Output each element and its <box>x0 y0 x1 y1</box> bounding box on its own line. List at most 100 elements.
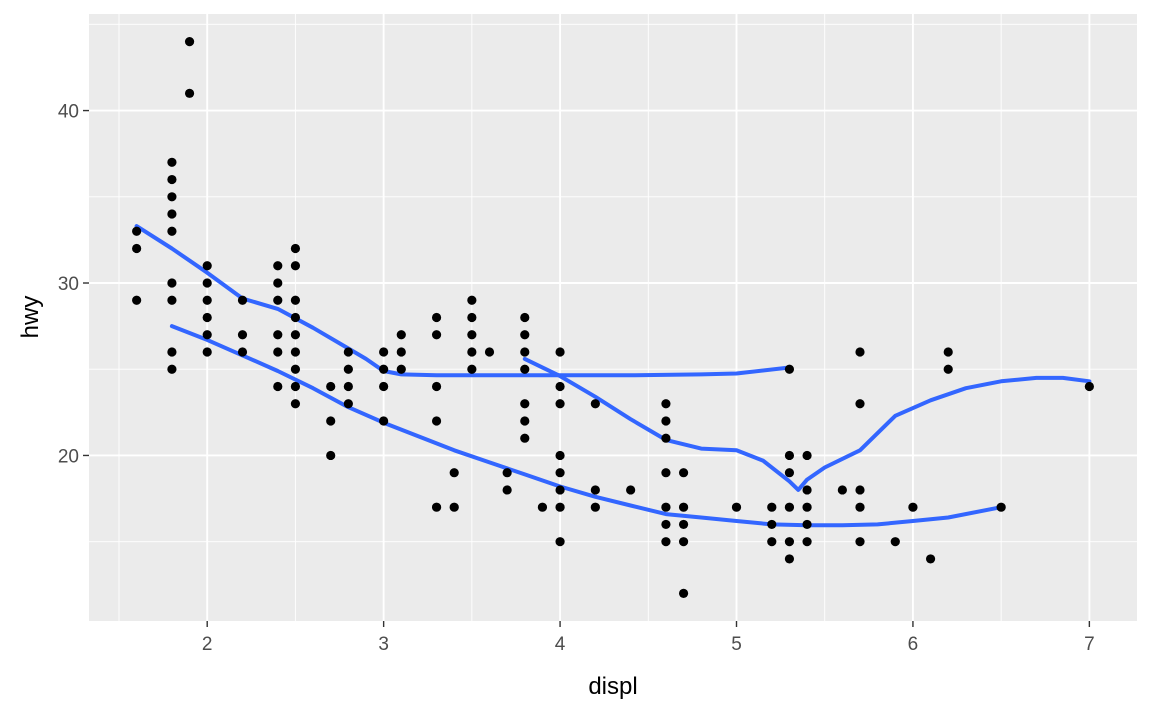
data-point <box>326 450 336 461</box>
data-point <box>467 347 477 357</box>
data-point <box>802 537 812 547</box>
data-point <box>996 502 1006 512</box>
data-point <box>943 347 953 357</box>
data-point <box>467 295 477 305</box>
y-tick-label: 40 <box>58 102 79 123</box>
y-tick-label: 20 <box>58 446 79 467</box>
data-point <box>273 278 283 288</box>
data-point <box>290 330 301 340</box>
data-point <box>555 502 565 512</box>
data-point <box>678 519 689 530</box>
data-point <box>273 381 283 392</box>
data-point <box>520 312 530 323</box>
data-point <box>784 502 795 512</box>
data-point <box>202 295 212 305</box>
data-point <box>678 468 689 478</box>
data-point <box>184 36 195 47</box>
data-point <box>767 519 777 530</box>
data-point <box>855 537 865 547</box>
y-axis-title: hwy <box>17 296 44 339</box>
data-points <box>132 36 1094 599</box>
data-point <box>273 261 283 271</box>
data-point <box>784 468 795 478</box>
data-point <box>431 312 442 323</box>
data-point <box>802 502 812 512</box>
data-point <box>520 330 530 340</box>
data-point <box>555 468 565 478</box>
data-point <box>837 485 847 495</box>
data-point <box>237 347 248 357</box>
data-point <box>396 364 406 374</box>
data-point <box>467 364 477 374</box>
smooth-line-1 <box>169 324 1004 528</box>
data-point <box>802 450 812 461</box>
data-point <box>467 312 477 323</box>
data-point <box>502 468 512 478</box>
data-point <box>290 312 301 323</box>
data-point <box>661 519 671 530</box>
data-point <box>731 502 742 512</box>
data-point <box>273 347 283 357</box>
data-point <box>273 295 283 305</box>
data-point <box>449 502 459 512</box>
data-point <box>343 364 353 374</box>
data-point <box>431 381 442 392</box>
data-point <box>626 485 636 495</box>
data-point <box>273 330 283 340</box>
data-point <box>661 502 671 512</box>
x-axis: 2 3 4 5 6 7 <box>202 621 1095 655</box>
y-axis: 20 30 40 <box>58 102 89 467</box>
x-tick-label: 4 <box>555 634 566 655</box>
data-point <box>202 330 212 340</box>
data-point <box>802 485 812 495</box>
data-point <box>379 364 389 374</box>
data-point <box>202 261 212 271</box>
x-tick-label: 7 <box>1084 634 1095 655</box>
data-point <box>467 330 477 340</box>
data-point <box>855 399 865 409</box>
data-point <box>326 416 336 426</box>
data-point <box>784 450 795 461</box>
data-point <box>590 399 600 409</box>
data-point <box>855 347 865 357</box>
data-point <box>132 295 142 305</box>
data-point <box>202 312 212 323</box>
data-point <box>290 243 301 254</box>
data-point <box>520 433 530 443</box>
data-point <box>379 416 389 426</box>
data-point <box>661 416 671 426</box>
x-tick-label: 2 <box>202 634 213 655</box>
data-point <box>678 537 689 547</box>
data-point <box>661 468 671 478</box>
data-point <box>855 485 865 495</box>
data-point <box>537 502 548 512</box>
data-point <box>555 399 565 409</box>
data-point <box>396 347 406 357</box>
data-point <box>555 537 565 547</box>
data-point <box>925 554 936 564</box>
data-point <box>379 381 389 392</box>
smooth-line-3 <box>522 356 1092 492</box>
data-point <box>167 226 177 236</box>
data-point <box>290 261 301 271</box>
plot-panel <box>89 14 1137 621</box>
data-point <box>379 347 389 357</box>
data-point <box>784 364 795 374</box>
data-point <box>678 502 689 512</box>
data-point <box>678 588 689 599</box>
data-point <box>290 295 301 305</box>
data-point <box>555 347 565 357</box>
data-point <box>167 209 177 219</box>
data-point <box>908 502 918 512</box>
data-point <box>167 364 177 374</box>
data-point <box>449 468 459 478</box>
data-point <box>555 485 565 495</box>
x-tick-label: 6 <box>908 634 919 655</box>
data-point <box>431 502 442 512</box>
y-tick-label: 30 <box>58 274 79 295</box>
data-point <box>167 278 177 288</box>
data-point <box>343 399 353 409</box>
data-point <box>167 157 177 167</box>
data-point <box>132 226 142 236</box>
